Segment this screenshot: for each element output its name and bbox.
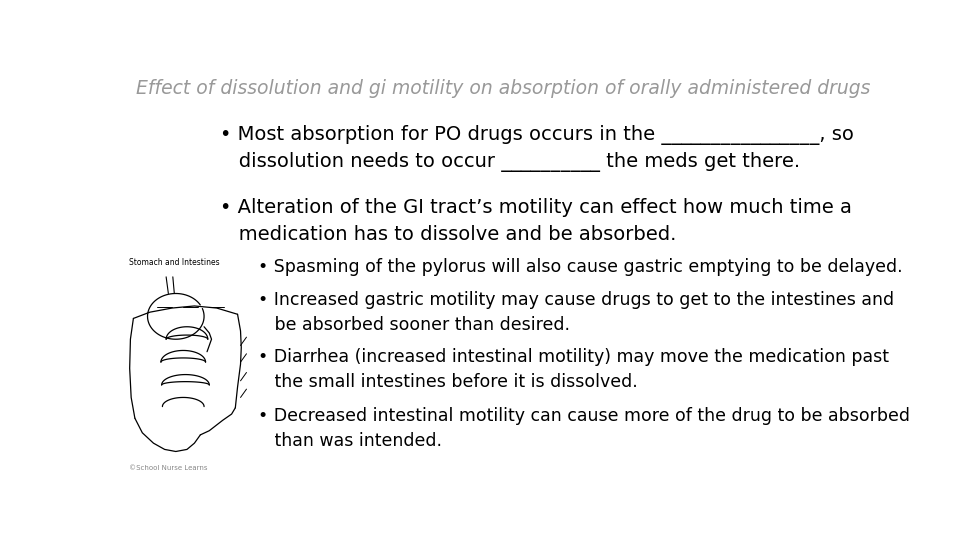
Text: dissolution needs to occur __________ the meds get there.: dissolution needs to occur __________ th…: [221, 152, 801, 172]
Text: the small intestines before it is dissolved.: the small intestines before it is dissol…: [257, 373, 637, 392]
Text: be absorbed sooner than desired.: be absorbed sooner than desired.: [257, 316, 569, 334]
Text: • Decreased intestinal motility can cause more of the drug to be absorbed: • Decreased intestinal motility can caus…: [257, 407, 910, 424]
Text: Effect of dissolution and gi motility on absorption of orally administered drugs: Effect of dissolution and gi motility on…: [136, 79, 871, 98]
Text: • Increased gastric motility may cause drugs to get to the intestines and: • Increased gastric motility may cause d…: [257, 292, 894, 309]
Text: ©School Nurse Learns: ©School Nurse Learns: [129, 465, 207, 471]
Text: • Spasming of the pylorus will also cause gastric emptying to be delayed.: • Spasming of the pylorus will also caus…: [257, 258, 902, 276]
Text: • Most absorption for PO drugs occurs in the ________________, so: • Most absorption for PO drugs occurs in…: [221, 125, 854, 145]
Text: • Diarrhea (increased intestinal motility) may move the medication past: • Diarrhea (increased intestinal motilit…: [257, 348, 889, 366]
Text: • Alteration of the GI tract’s motility can effect how much time a: • Alteration of the GI tract’s motility …: [221, 198, 852, 217]
Text: than was intended.: than was intended.: [257, 431, 442, 449]
Text: Stomach and Intestines: Stomach and Intestines: [129, 258, 220, 267]
Text: medication has to dissolve and be absorbed.: medication has to dissolve and be absorb…: [221, 225, 677, 244]
